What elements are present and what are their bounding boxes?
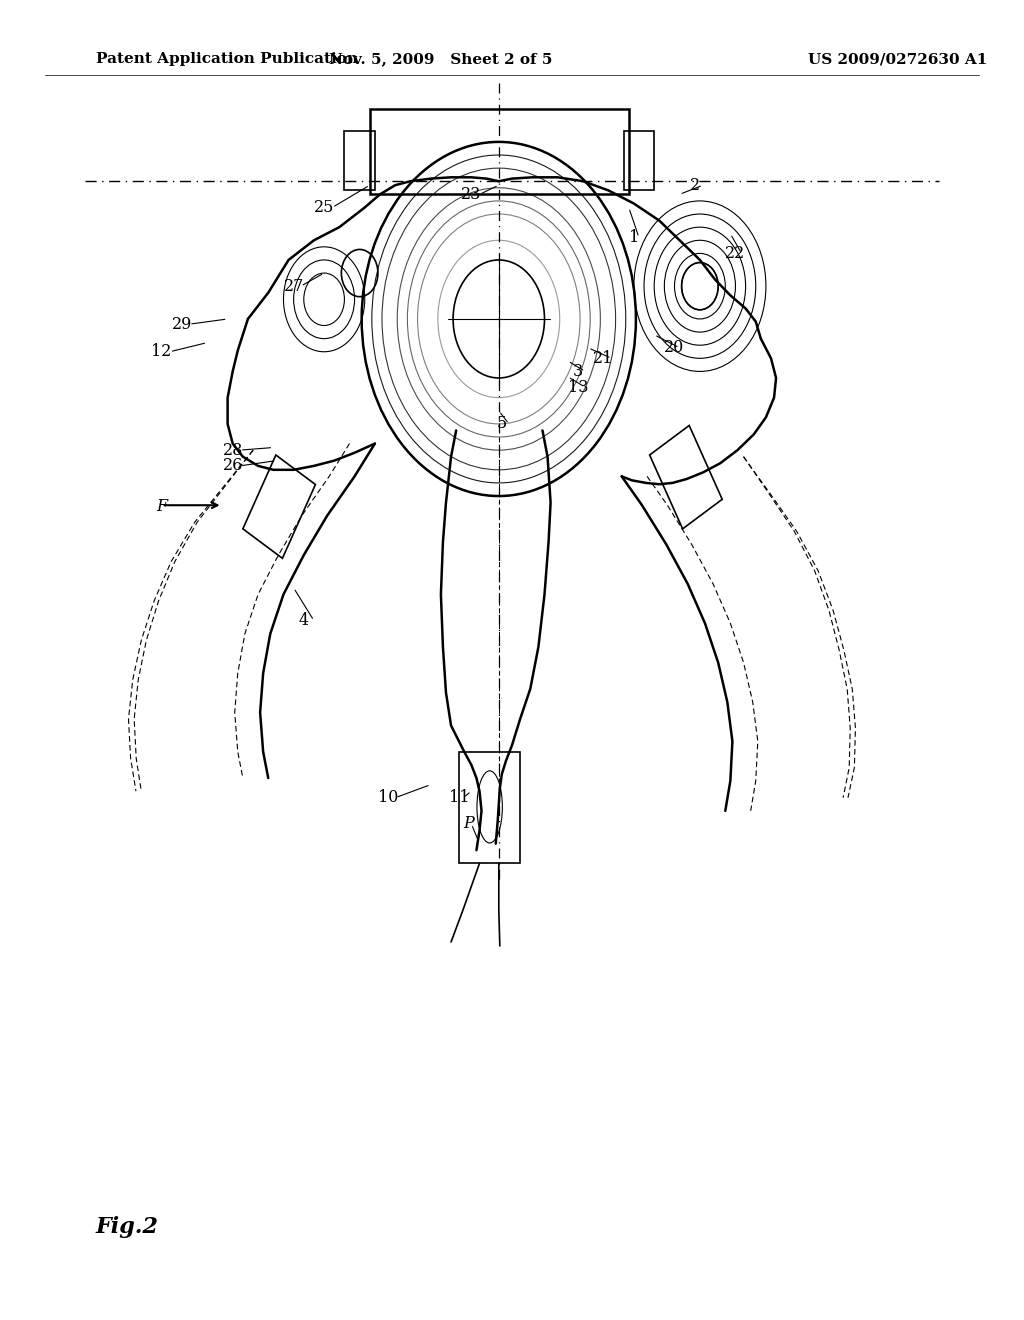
Bar bbox=[649, 425, 722, 529]
Text: 28: 28 bbox=[222, 442, 243, 458]
Text: Patent Application Publication: Patent Application Publication bbox=[95, 53, 357, 66]
Text: 22: 22 bbox=[725, 246, 745, 261]
Text: F: F bbox=[156, 498, 167, 515]
Text: 26: 26 bbox=[222, 457, 243, 474]
Text: 13: 13 bbox=[567, 379, 588, 396]
Text: US 2009/0272630 A1: US 2009/0272630 A1 bbox=[808, 53, 987, 66]
Bar bbox=[624, 132, 654, 190]
Text: 12: 12 bbox=[152, 343, 172, 360]
Text: 10: 10 bbox=[378, 789, 398, 807]
Text: 3: 3 bbox=[572, 363, 583, 380]
Text: 4: 4 bbox=[299, 612, 309, 630]
Bar bbox=[370, 110, 629, 194]
Text: 5: 5 bbox=[497, 416, 507, 433]
Text: Fig.2: Fig.2 bbox=[95, 1216, 159, 1238]
Text: 23: 23 bbox=[461, 186, 481, 203]
Bar bbox=[344, 132, 375, 190]
Text: Nov. 5, 2009   Sheet 2 of 5: Nov. 5, 2009 Sheet 2 of 5 bbox=[329, 53, 553, 66]
Bar bbox=[459, 752, 520, 863]
Text: 29: 29 bbox=[172, 315, 193, 333]
Text: 27: 27 bbox=[284, 277, 304, 294]
Text: P: P bbox=[463, 816, 474, 833]
Text: 2: 2 bbox=[690, 177, 699, 194]
Bar bbox=[243, 455, 315, 558]
Text: 20: 20 bbox=[665, 339, 685, 356]
Text: 21: 21 bbox=[593, 350, 613, 367]
Text: 1: 1 bbox=[629, 230, 639, 246]
Text: 25: 25 bbox=[314, 199, 334, 216]
Text: 11: 11 bbox=[449, 789, 469, 807]
